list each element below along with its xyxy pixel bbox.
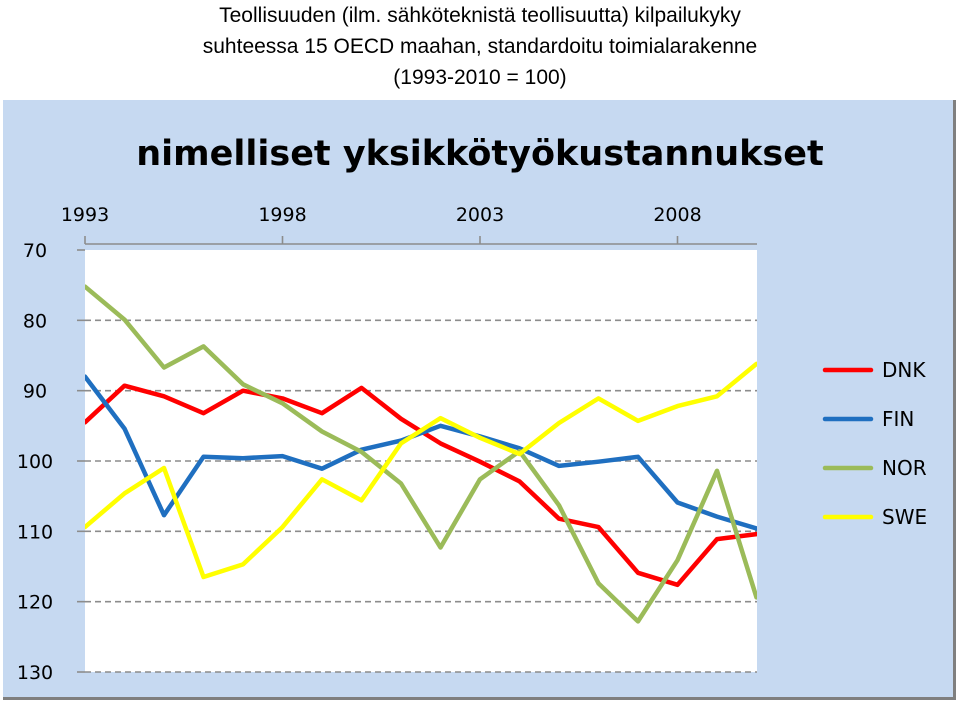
x-tick-label: 2003: [456, 204, 504, 226]
y-tick-label: 100: [17, 451, 53, 473]
legend-label-nor: NOR: [882, 456, 927, 480]
x-tick-label: 2008: [653, 204, 701, 226]
series-line-nor: [85, 284, 757, 624]
series-line-swe: [85, 361, 757, 580]
x-tick-label: 1993: [61, 204, 109, 226]
y-tick-label: 70: [23, 240, 47, 262]
header-line-3: (1993-2010 = 100): [393, 66, 567, 89]
legend-label-fin: FIN: [882, 407, 914, 431]
legend-label-swe: SWE: [882, 505, 927, 529]
header-line-2: suhteessa 15 OECD maahan, standardoitu t…: [202, 35, 758, 58]
y-tick-label: 110: [17, 521, 53, 543]
y-tick-label: 80: [23, 310, 47, 332]
y-tick-label: 130: [17, 662, 53, 684]
y-tick-label: 90: [23, 381, 47, 403]
legend-label-dnk: DNK: [882, 358, 926, 382]
x-tick-label: 1998: [258, 204, 306, 226]
y-tick-label: 120: [17, 592, 53, 614]
header-line-1: Teollisuuden (ilm. sähköteknistä teollis…: [219, 4, 741, 27]
chart-title: nimelliset yksikkötyökustannukset: [136, 134, 823, 174]
page-header: Teollisuuden (ilm. sähköteknistä teollis…: [0, 0, 960, 93]
